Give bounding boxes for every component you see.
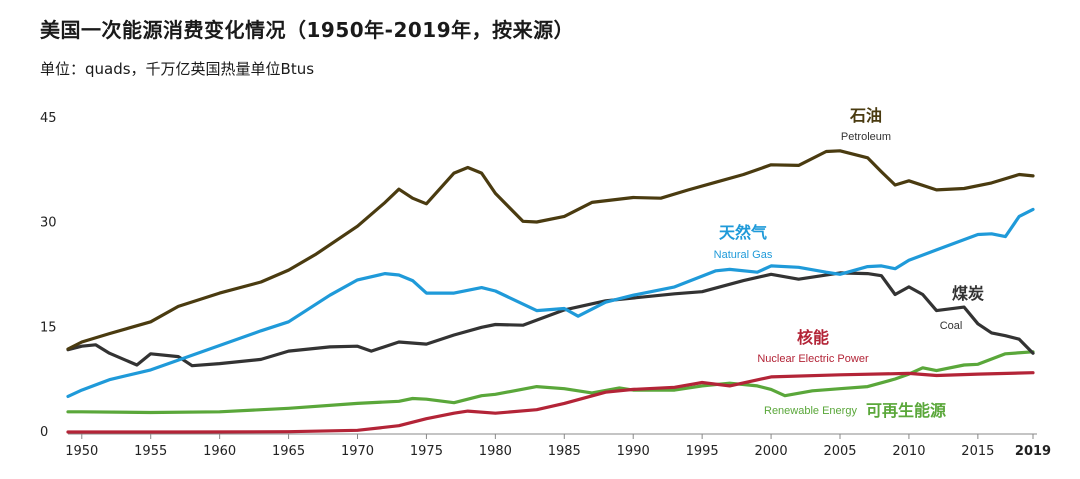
chart-axes: 0 15 30 45 1950 1955 1960 1965 1970 1975 1980 1985 1… xyxy=(40,111,1051,459)
x-tick-label: 2010 xyxy=(892,444,925,459)
x-tick-label: 1995 xyxy=(686,444,719,459)
series-label-en-4: Renewable Energy xyxy=(764,405,857,417)
series-label-cn-4: 可再生能源 xyxy=(866,401,946,420)
series-label-en-0: Petroleum xyxy=(841,131,891,143)
x-tick-label: 1960 xyxy=(203,444,236,459)
chart-title: 美国一次能源消费变化情况（1950年-2019年，按来源） xyxy=(40,18,575,42)
series-line-4 xyxy=(66,350,1035,415)
series-label-cn-1: 天然气 xyxy=(719,223,767,242)
x-tick-label: 1985 xyxy=(548,444,581,459)
series-line-3 xyxy=(66,371,1035,434)
chart-subtitle: 单位：quads，千万亿英国热量单位Btus xyxy=(40,60,315,78)
series-label-en-2: Coal xyxy=(940,320,963,332)
x-tick-label: 2000 xyxy=(755,444,788,459)
series-label-cn-2: 煤炭 xyxy=(952,284,984,303)
x-tick-label: 1975 xyxy=(410,444,443,459)
x-tick-label: 1970 xyxy=(341,444,374,459)
series-label-en-1: Natural Gas xyxy=(714,249,773,261)
x-tick-label: 2015 xyxy=(961,444,994,459)
series-label-cn-3: 核能 xyxy=(797,328,829,347)
x-tick-label: 1955 xyxy=(134,444,167,459)
series-line-1 xyxy=(66,207,1035,398)
y-tick-label: 0 xyxy=(40,425,48,440)
y-tick-label: 45 xyxy=(40,111,57,126)
series-layer xyxy=(66,149,1035,434)
x-tick-label: 1965 xyxy=(272,444,305,459)
series-label-en-3: Nuclear Electric Power xyxy=(757,353,869,365)
x-tick-label: 1950 xyxy=(65,444,98,459)
x-tick-label: 2019 xyxy=(1015,444,1051,459)
series-label-cn-0: 石油 xyxy=(849,106,882,125)
series-labels: 石油 Petroleum 天然气 Natural Gas 煤炭 Coal 核能 Nuclear… xyxy=(714,106,984,420)
y-tick-label: 30 xyxy=(40,216,57,231)
series-line-2 xyxy=(66,271,1035,368)
series-line-0 xyxy=(66,149,1035,351)
x-tick-label: 1990 xyxy=(617,444,650,459)
x-tick-label: 2005 xyxy=(823,444,856,459)
x-tick-label: 1980 xyxy=(479,444,512,459)
y-tick-label: 15 xyxy=(40,320,57,335)
